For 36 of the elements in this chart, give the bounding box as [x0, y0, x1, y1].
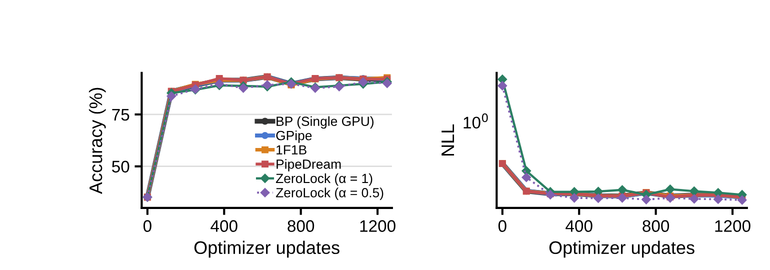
x-tick-label: 1200 [360, 220, 396, 232]
point [666, 193, 675, 203]
point [642, 194, 651, 204]
point [570, 193, 579, 203]
point [690, 186, 699, 196]
point [666, 184, 675, 194]
point [690, 194, 699, 204]
y-tick-label: 50 [112, 160, 130, 173]
point [498, 81, 508, 90]
point [594, 186, 603, 196]
y-axis-title: NLL [442, 124, 454, 156]
legend-label: PipeDream [276, 159, 341, 172]
legend-label: ZeroLock (α = 1) [276, 173, 372, 186]
legend-label: ZeroLock (α = 0.5) [276, 188, 384, 200]
x-tick-label: 800 [642, 220, 670, 232]
x-tick-label: 0 [143, 220, 152, 232]
x-tick-label: 0 [498, 220, 506, 232]
point [618, 193, 627, 203]
point [594, 194, 603, 203]
legend-label: 1F1B [276, 145, 306, 154]
point [714, 194, 723, 204]
x-tick-label: 800 [288, 220, 314, 232]
x-axis-title: Optimizer updates [549, 240, 694, 258]
x-tick-label: 400 [566, 220, 592, 232]
y-tick-label: 75 [112, 109, 130, 121]
legend-label: GPipe [276, 130, 312, 143]
x-tick-label: 400 [210, 220, 238, 232]
point [618, 185, 627, 195]
point [166, 92, 176, 101]
x-axis-title: Optimizer updates [194, 240, 340, 258]
point [522, 172, 531, 182]
point [737, 195, 747, 205]
text: 10$^{0}$ [464, 113, 488, 129]
y-axis-title: Accuracy (%) [88, 88, 106, 194]
legend-label: BP (Single GPU) [276, 116, 374, 129]
x-tick-label: 1200 [715, 220, 750, 232]
